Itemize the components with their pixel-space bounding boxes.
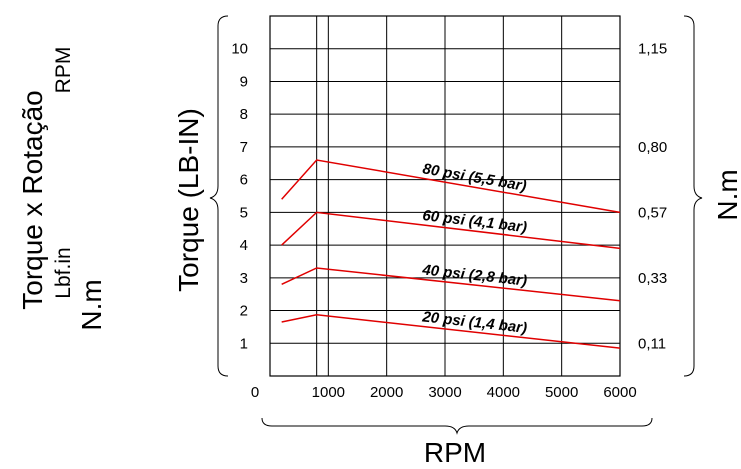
series-line-0 (281, 159, 621, 214)
y-right-tick-label-2: 0,57 (638, 204, 667, 221)
left-axis-brace (209, 15, 229, 377)
y-tick-label-6: 6 (240, 172, 248, 189)
y-tick-label-3: 3 (240, 270, 248, 287)
chart-subtitle-rpm: RPM (52, 47, 75, 94)
series-line-1 (281, 211, 621, 250)
chart-subtitle-nm: N.m (76, 279, 107, 330)
x-tick-label-6000: 6000 (603, 384, 636, 401)
plot-border (269, 15, 621, 377)
y-tick-label-10: 10 (231, 41, 248, 58)
x-tick-label-2000: 2000 (370, 384, 403, 401)
y-tick-label-5: 5 (240, 204, 248, 221)
x-tick-label-5000: 5000 (545, 384, 578, 401)
y-axis-title: Torque (LB-IN) (173, 108, 204, 292)
chart-subtitle-lbfin: Lbf.in (52, 247, 75, 298)
y-right-tick-label-4: 1,15 (638, 41, 667, 58)
y-tick-label-8: 8 (240, 106, 248, 123)
y-tick-label-1: 1 (240, 335, 248, 352)
series-line-3 (281, 314, 621, 349)
x-tick-label-0: 0 (251, 384, 259, 401)
series-label-0: 80 psi (5,5 bar) (421, 160, 527, 195)
series-line-2 (281, 267, 621, 302)
right-axis-brace (683, 15, 703, 377)
y-right-tick-label-1: 0,33 (638, 270, 667, 287)
plot-area: 1 2 3 4 5 6 7 8 9 10 0,11 0,33 0,57 0,80 1,15 0 1000 2000… (231, 15, 667, 401)
x-tick-label-4000: 4000 (487, 384, 520, 401)
x-axis-title: RPM (424, 437, 486, 468)
y-tick-label-7: 7 (240, 139, 248, 156)
y-tick-label-9: 9 (240, 73, 248, 90)
x-tick-label-1000: 1000 (312, 384, 345, 401)
chart-main-title: Torque x Rotação (17, 90, 48, 309)
x-axis-brace (261, 417, 653, 435)
y-right-tick-label-3: 0,80 (638, 139, 667, 156)
y-tick-label-2: 2 (240, 303, 248, 320)
y-right-tick-label-0: 0,11 (638, 335, 666, 352)
y-right-axis-title: N.m (712, 169, 741, 220)
y-tick-label-4: 4 (240, 237, 248, 254)
x-tick-label-3000: 3000 (428, 384, 461, 401)
